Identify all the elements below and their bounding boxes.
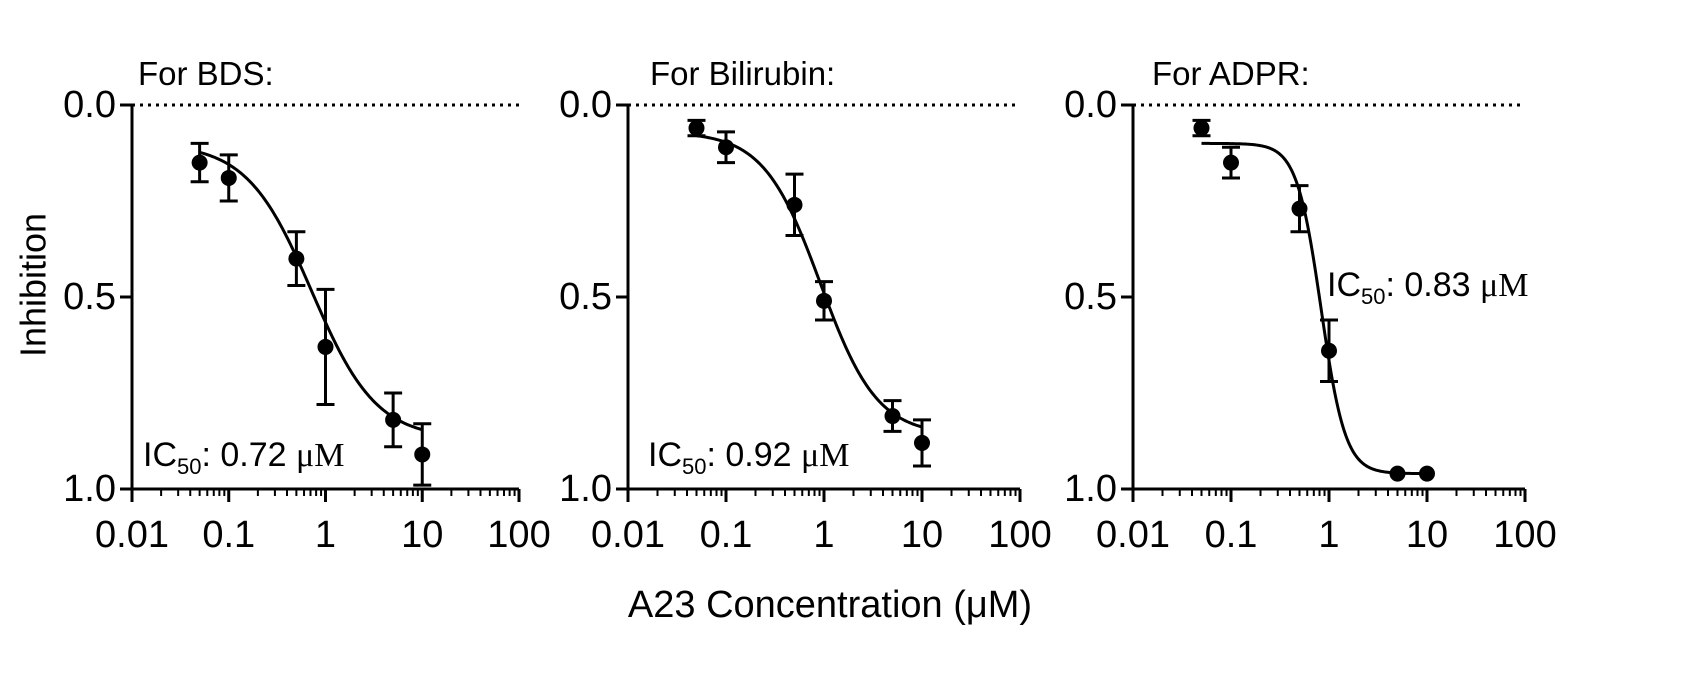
x-axis-title: A23 Concentration (μM) bbox=[628, 584, 1032, 626]
data-point bbox=[786, 196, 803, 213]
data-point bbox=[884, 408, 901, 425]
y-tick-label: 0.5 bbox=[1064, 276, 1117, 318]
ic50-label: IC50: 0.83 μM bbox=[1327, 266, 1528, 309]
ic50-label: IC50: 0.92 μM bbox=[648, 436, 849, 479]
data-point bbox=[816, 292, 832, 309]
x-tick-label: 1 bbox=[1318, 514, 1339, 556]
ic50-prefix: IC bbox=[143, 436, 177, 474]
x-tick-label: 0.01 bbox=[1096, 514, 1170, 556]
ic50-subscript: 50 bbox=[682, 454, 706, 479]
y-tick-label: 1.0 bbox=[559, 468, 612, 510]
x-tick-label: 10 bbox=[401, 514, 443, 556]
ic50-unit: μM bbox=[801, 437, 849, 474]
data-point bbox=[914, 434, 930, 451]
data-point bbox=[1419, 465, 1435, 482]
y-axis-title: Inhibition bbox=[13, 213, 54, 357]
data-point bbox=[220, 169, 237, 186]
data-point bbox=[718, 139, 734, 156]
ic50-subscript: 50 bbox=[1361, 284, 1385, 309]
x-tick-label: 0.1 bbox=[1205, 514, 1258, 556]
ic50-value: : 0.83 bbox=[1385, 266, 1480, 304]
y-tick-label: 1.0 bbox=[1064, 468, 1117, 510]
ic50-prefix: IC bbox=[1327, 266, 1361, 304]
fit-curve bbox=[199, 150, 423, 432]
x-tick-label: 0.01 bbox=[591, 514, 665, 556]
data-point bbox=[288, 250, 305, 267]
y-tick-label: 0.5 bbox=[63, 276, 116, 318]
y-tick-label: 1.0 bbox=[63, 468, 116, 510]
x-tick-label: 0.1 bbox=[700, 514, 753, 556]
x-tick-label: 10 bbox=[1406, 514, 1448, 556]
ic50-value: : 0.92 bbox=[706, 436, 801, 474]
data-point bbox=[317, 338, 334, 355]
ic50-label: IC50: 0.72 μM bbox=[143, 436, 344, 479]
x-tick-label: 0.1 bbox=[202, 514, 255, 556]
ic50-unit: μM bbox=[296, 437, 344, 474]
x-tick-label: 100 bbox=[1493, 514, 1556, 556]
x-tick-label: 1 bbox=[315, 514, 336, 556]
data-point bbox=[688, 120, 705, 137]
ic50-value: : 0.72 bbox=[201, 436, 296, 474]
data-point bbox=[1291, 200, 1308, 217]
data-point bbox=[1223, 154, 1239, 171]
data-point bbox=[1389, 465, 1406, 482]
chart-panel-1: For BDS: 0.0 0.5 1.00.01 0.1 1 10 100 IC50: 0.72… bbox=[63, 55, 551, 556]
x-tick-label: 0.01 bbox=[95, 514, 169, 556]
y-tick-label: 0.0 bbox=[63, 84, 116, 126]
data-point bbox=[191, 154, 208, 171]
panel-title: For Bilirubin: bbox=[650, 55, 835, 92]
chart-panel-2: For Bilirubin: 0.0 0.5 1.00.01 0.1 1 10 100 IC50… bbox=[559, 55, 1052, 556]
x-tick-label: 1 bbox=[813, 514, 834, 556]
ic50-subscript: 50 bbox=[177, 454, 201, 479]
panel-title: For BDS: bbox=[138, 55, 274, 92]
data-point bbox=[1193, 120, 1210, 137]
y-tick-label: 0.5 bbox=[559, 276, 612, 318]
y-tick-label: 0.0 bbox=[1064, 84, 1117, 126]
chart-panel-3: For ADPR: 0.0 0.5 1.00.01 0.1 1 10 100 IC50: 0.8… bbox=[1064, 55, 1557, 556]
ic50-prefix: IC bbox=[648, 436, 682, 474]
fit-curve bbox=[696, 134, 923, 429]
ic50-unit: μM bbox=[1480, 267, 1528, 304]
data-point bbox=[385, 411, 402, 428]
panel-title: For ADPR: bbox=[1152, 55, 1310, 92]
y-tick-label: 0.0 bbox=[559, 84, 612, 126]
fit-curve bbox=[1201, 141, 1428, 476]
x-tick-label: 100 bbox=[988, 514, 1051, 556]
x-tick-label: 10 bbox=[901, 514, 943, 556]
data-point bbox=[414, 446, 431, 463]
data-point bbox=[1321, 342, 1337, 359]
x-tick-label: 100 bbox=[487, 514, 550, 556]
